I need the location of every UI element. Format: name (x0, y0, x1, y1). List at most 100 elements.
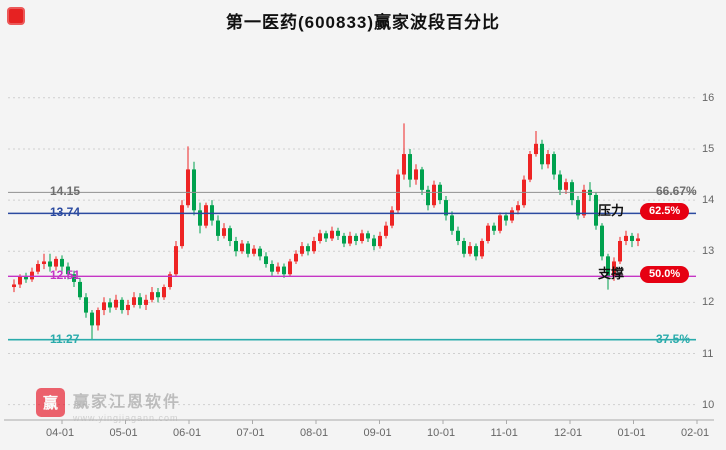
candle-body (12, 284, 16, 288)
candle-body (618, 241, 622, 262)
candle-body (222, 228, 226, 236)
candle-body (348, 235, 352, 244)
watermark-name: 赢家江恩软件 (73, 394, 182, 411)
candle-body (144, 299, 148, 305)
candle-body (198, 210, 202, 226)
candle-body (126, 304, 130, 311)
candle-body (300, 246, 304, 254)
candle-body (78, 281, 82, 298)
candle-body (48, 261, 52, 267)
candle-body (540, 143, 544, 165)
candle-body (504, 215, 508, 221)
candle-body (390, 210, 394, 226)
candle-body (576, 200, 580, 216)
candle-body (492, 225, 496, 231)
candle-body (360, 233, 364, 241)
candle-body (552, 154, 556, 175)
candle-body (204, 205, 208, 226)
candle-body (582, 189, 586, 216)
candle-body (36, 264, 40, 272)
candle-body (270, 264, 274, 272)
candle-body (456, 230, 460, 241)
candle-body (264, 256, 268, 265)
candle-body (18, 276, 22, 285)
candle-body (630, 235, 634, 241)
candle-body (336, 230, 340, 236)
candle-body (378, 235, 382, 247)
candle-body (156, 292, 160, 298)
candle-body (600, 225, 604, 257)
candle-body (528, 154, 532, 180)
candle-body (408, 154, 412, 180)
watermark-logo-icon: 赢 (36, 388, 65, 417)
candle-body (258, 248, 262, 257)
candle-body (570, 182, 574, 201)
candle-body (186, 169, 190, 206)
candle-body (282, 266, 286, 275)
candle-body (120, 299, 124, 311)
candle-body (432, 184, 436, 206)
candle-body (96, 310, 100, 326)
candle-body (426, 189, 430, 206)
candle-body (414, 169, 418, 180)
candle-body (90, 312, 94, 326)
watermark-text: 赢家江恩软件 www.yingjiagann.com (73, 388, 181, 423)
candle-body (420, 169, 424, 190)
candle-body (474, 246, 478, 257)
candle-body (354, 235, 358, 241)
candle-body (294, 253, 298, 262)
candle-body (192, 169, 196, 211)
candle-body (288, 261, 292, 275)
candle-body (228, 228, 232, 241)
candle-body (246, 243, 250, 254)
candle-body (372, 238, 376, 247)
candle-body (60, 258, 64, 267)
candle-body (462, 241, 466, 254)
candle-body (66, 266, 70, 275)
candle-body (546, 154, 550, 165)
candle-body (240, 243, 244, 252)
candle-body (534, 143, 538, 155)
candle-body (498, 215, 502, 231)
candle-body (636, 238, 640, 241)
candle-body (162, 287, 166, 298)
chart-title: 第一医药(600833)赢家波段百分比 (225, 13, 501, 32)
candle-body (168, 274, 172, 288)
candle-body (594, 194, 598, 226)
candle-body (312, 241, 316, 252)
candle-body (444, 200, 448, 216)
candle-body (510, 210, 514, 221)
watermark-logo-text: 赢 (42, 395, 58, 412)
candle-body (54, 258, 58, 267)
candle-body (384, 225, 388, 236)
candle-body (114, 299, 118, 308)
candle-body (216, 220, 220, 236)
candle-body (480, 241, 484, 257)
candle-body (24, 276, 28, 280)
candle-body (330, 230, 334, 239)
candle-body (468, 246, 472, 254)
watermark-url: www.yingjiagann.com (73, 413, 179, 423)
candle-body (606, 256, 610, 277)
candle-body (306, 246, 310, 252)
candle-body (342, 235, 346, 244)
candle-body (516, 205, 520, 211)
candle-body (234, 241, 238, 252)
candle-body (612, 261, 616, 277)
candle-body (558, 174, 562, 190)
candle-body (30, 271, 34, 280)
candle-body (138, 297, 142, 305)
candle-body (42, 261, 46, 265)
candle-body (180, 205, 184, 247)
candle-body (366, 233, 370, 239)
candle-body (564, 182, 568, 190)
candle-body (624, 235, 628, 241)
candle-body (108, 302, 112, 308)
candle-body (402, 154, 406, 175)
candle-body (252, 248, 256, 254)
candle-body (132, 297, 136, 305)
candle-body (150, 292, 154, 300)
candle-body (318, 233, 322, 241)
